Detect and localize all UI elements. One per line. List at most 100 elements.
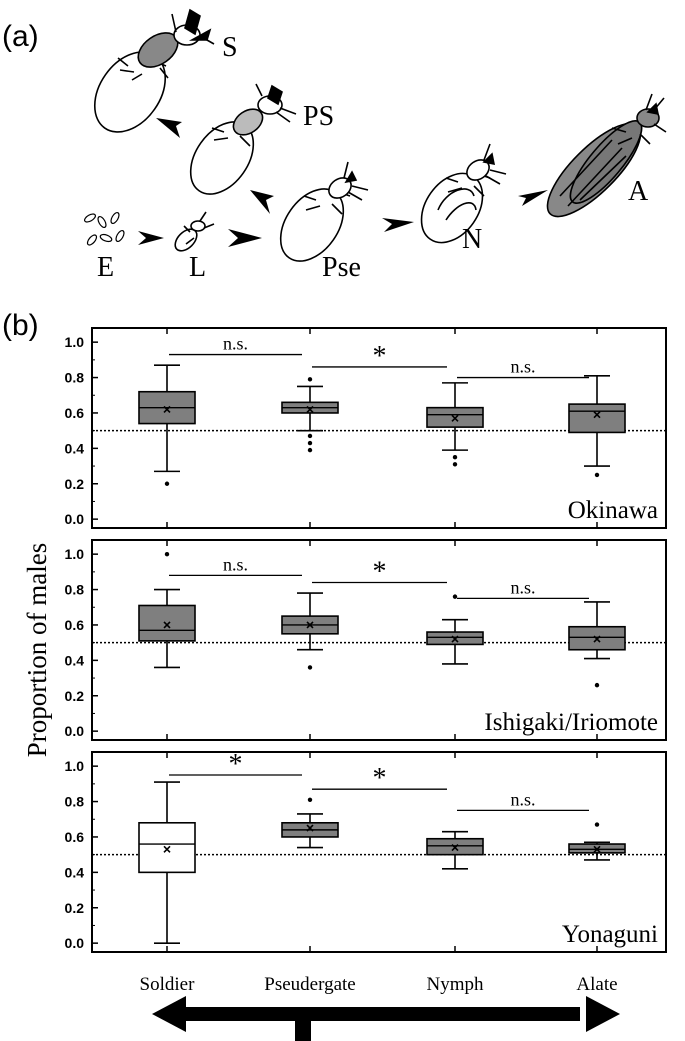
mean-marker: [593, 411, 601, 419]
stage-label-Pse: Pse: [322, 252, 361, 283]
y-tick-label: 0.8: [65, 794, 85, 810]
outlier-point: [307, 447, 313, 453]
stage-label-PS: PS: [303, 101, 334, 132]
y-tick-label: 1.0: [65, 334, 85, 350]
region-title: Ishigaki/Iriomote: [484, 709, 658, 736]
outlier-point: [307, 665, 313, 670]
stage-label-L: L: [189, 252, 206, 283]
significance-label: n.s.: [510, 789, 535, 809]
outlier-point: [307, 377, 313, 382]
box-nymph: [426, 382, 484, 467]
outlier-point: [594, 682, 600, 688]
outlier-point: [307, 440, 313, 446]
significance-label: *: [373, 556, 387, 587]
arrow-Pse-to-N: [382, 218, 414, 232]
y-tick-label: 1.0: [65, 758, 85, 774]
mean-marker: [593, 845, 601, 853]
y-axis-label: Proportion of males: [22, 543, 52, 757]
outlier-point: [164, 551, 170, 557]
nymph-termite-illustration: [420, 143, 507, 244]
box-nymph: [426, 830, 484, 870]
outlier-point: [452, 462, 458, 467]
life-cycle-diagram: S PS E L: [83, 8, 667, 283]
box-pseudergate: [281, 377, 339, 453]
stage-label-E: E: [97, 252, 114, 283]
mean-marker: [306, 824, 314, 832]
mean-marker: [593, 635, 601, 643]
outlier-point: [164, 481, 170, 486]
panel-b-label: (b): [2, 309, 39, 342]
significance-label: n.s.: [223, 554, 248, 574]
significance-label: n.s.: [510, 577, 535, 597]
y-tick-label: 0.6: [65, 617, 85, 633]
significance-label: n.s.: [223, 334, 248, 354]
y-tick-label: 0.6: [65, 405, 85, 421]
category-label-soldier: Soldier: [140, 974, 196, 995]
box-iqr: [138, 604, 196, 642]
mean-marker: [163, 845, 171, 853]
box-alate: [568, 822, 626, 861]
category-label-pseudergate: Pseudergate: [264, 974, 355, 995]
y-tick-label: 0.4: [65, 652, 85, 668]
y-tick-label: 0.2: [65, 476, 85, 492]
y-tick-label: 0.8: [65, 582, 85, 598]
y-tick-label: 0.2: [65, 900, 85, 916]
box-plot-panel-okinawa: 0.0 0.2 0.4 0.6 0.8 1.0 n.s. * n.s. Okinawa: [65, 327, 667, 529]
significance-label: *: [229, 749, 243, 780]
outlier-point: [452, 455, 458, 460]
box-iqr: [568, 403, 626, 434]
mean-marker: [306, 405, 314, 413]
region-title: Yonaguni: [562, 921, 658, 948]
box-soldier: [138, 551, 196, 669]
arrow-L-to-Pse: [228, 229, 262, 247]
y-tick-label: 1.0: [65, 546, 85, 562]
y-tick-label: 0.4: [65, 864, 85, 880]
significance-label: *: [373, 341, 387, 372]
alate-termite-illustration: [546, 93, 667, 218]
stage-label-S: S: [222, 32, 238, 63]
outlier-point: [307, 797, 313, 802]
box-pseudergate: [281, 592, 339, 670]
arrow-E-to-L: [138, 231, 164, 245]
box-pseudergate: [281, 797, 339, 849]
y-tick-label: 0.6: [65, 829, 85, 845]
presoldier-termite-illustration: [189, 83, 297, 195]
box-plot-panel-ishigaki-iriomote: 0.0 0.2 0.4 0.6 0.8 1.0 n.s. * n.s. Ishigaki/Irio…: [65, 539, 667, 741]
y-tick-label: 0.4: [65, 440, 85, 456]
panel-a-label: (a): [2, 20, 39, 53]
y-tick-label: 0.2: [65, 688, 85, 704]
category-label-nymph: Nymph: [427, 974, 485, 995]
outlier-point: [594, 472, 600, 478]
box-alate: [568, 374, 626, 478]
y-tick-label: 0.0: [65, 511, 85, 527]
mean-marker: [163, 621, 171, 629]
y-tick-label: 0.0: [65, 935, 85, 951]
box-plot-panel-yonaguni: 0.0 0.2 0.4 0.6 0.8 1.0 * * n.s. Yonaguni: [65, 749, 667, 953]
outlier-point: [452, 594, 458, 599]
arrow-PS-to-S: [156, 118, 182, 138]
arrow-N-to-A: [518, 190, 548, 206]
outlier-point: [307, 433, 313, 439]
bottom-divergent-arrow: [152, 996, 620, 1041]
box-iqr: [138, 821, 196, 874]
arrow-Pse-to-PS: [250, 190, 274, 214]
region-title: Okinawa: [568, 497, 658, 524]
significance-label: n.s.: [510, 357, 535, 377]
mean-marker: [163, 405, 171, 413]
pseudergate-termite-illustration: [279, 161, 369, 262]
category-label-alate: Alate: [576, 974, 617, 995]
outlier-point: [594, 822, 600, 827]
y-tick-label: 0.8: [65, 370, 85, 386]
mean-marker: [306, 621, 314, 629]
box-alate: [568, 601, 626, 688]
significance-label: *: [373, 763, 387, 794]
box-soldier: [138, 364, 196, 486]
box-nymph: [426, 594, 484, 665]
lifecycle-arrows: [138, 118, 548, 247]
category-labels: Soldier Pseudergate Nymph Alate: [140, 974, 618, 995]
mean-marker: [451, 844, 459, 852]
mean-marker: [451, 414, 459, 422]
box-plot-panels: 0.0 0.2 0.4 0.6 0.8 1.0 n.s. * n.s. Okinawa 0.0 0.2…: [65, 327, 667, 953]
larva-termite-illustration: [174, 211, 215, 252]
